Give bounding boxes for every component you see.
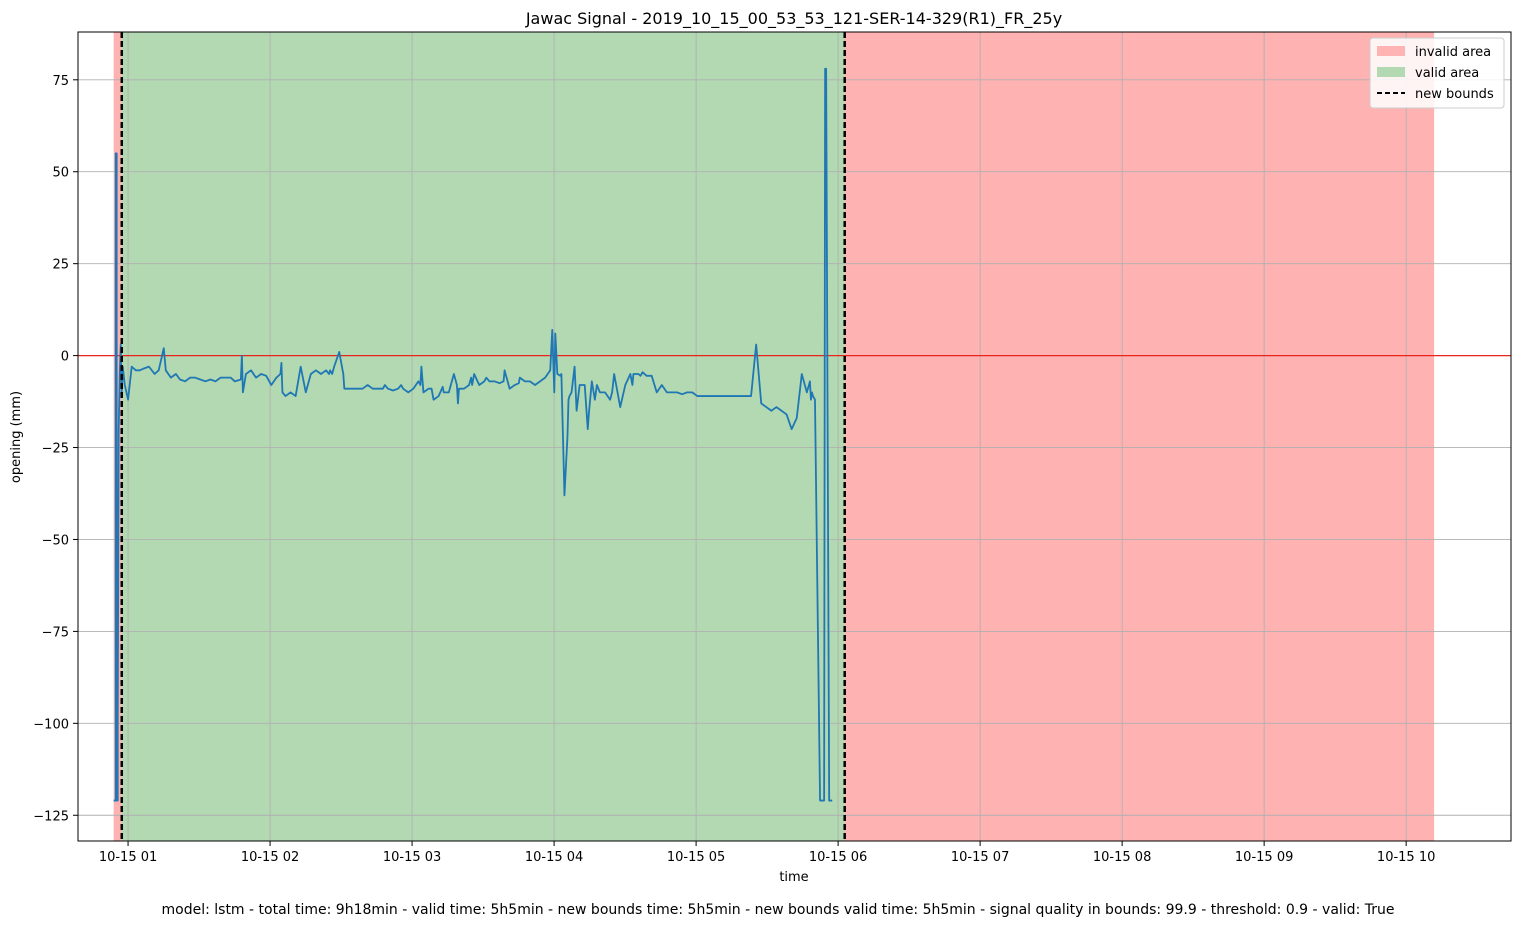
legend-invalid-area-swatch bbox=[1377, 46, 1405, 56]
y-tick-label: −50 bbox=[42, 533, 69, 548]
legend-new-bounds-label: new bounds bbox=[1415, 87, 1494, 102]
chart-title: Jawac Signal - 2019_10_15_00_53_53_121-S… bbox=[525, 9, 1062, 29]
y-tick-label: 25 bbox=[52, 258, 69, 273]
series-layer bbox=[113, 67, 833, 802]
x-tick-label: 10-15 04 bbox=[525, 850, 583, 865]
y-tick-label: 50 bbox=[52, 166, 69, 181]
shaded-regions bbox=[113, 32, 1435, 841]
y-tick-label: 75 bbox=[52, 74, 69, 89]
x-tick-label: 10-15 06 bbox=[809, 850, 867, 865]
y-axis-ticks: 75 50 25 0 −25 −50 −75 −100 −125 bbox=[33, 74, 78, 824]
x-tick-label: 10-15 02 bbox=[241, 850, 299, 865]
invalid-area-region-2 bbox=[844, 32, 1435, 841]
legend-invalid-area-label: invalid area bbox=[1415, 45, 1491, 60]
plot-frame bbox=[77, 31, 1512, 842]
y-tick-label: 0 bbox=[61, 350, 69, 365]
series-line-opening bbox=[113, 67, 833, 802]
y-tick-label: −100 bbox=[33, 717, 69, 732]
x-tick-label: 10-15 09 bbox=[1235, 850, 1293, 865]
x-axis-label: time bbox=[779, 870, 808, 885]
y-tick-label: −75 bbox=[42, 625, 69, 640]
x-axis-ticks: 10-15 01 10-15 02 10-15 03 10-15 04 10-15 05… bbox=[99, 841, 1435, 865]
y-tick-label: −125 bbox=[33, 809, 69, 824]
chart-caption: model: lstm - total time: 9h18min - vali… bbox=[162, 902, 1395, 918]
legend: invalid area valid area new bounds bbox=[1369, 37, 1505, 109]
x-tick-label: 10-15 03 bbox=[383, 850, 441, 865]
x-tick-label: 10-15 10 bbox=[1377, 850, 1435, 865]
x-tick-label: 10-15 01 bbox=[99, 850, 157, 865]
legend-valid-area-swatch bbox=[1377, 67, 1405, 77]
y-tick-label: −25 bbox=[42, 442, 69, 457]
x-tick-label: 10-15 07 bbox=[951, 850, 1009, 865]
x-tick-label: 10-15 08 bbox=[1093, 850, 1151, 865]
legend-valid-area-label: valid area bbox=[1415, 66, 1479, 81]
x-tick-label: 10-15 05 bbox=[667, 850, 725, 865]
valid-area-region-1 bbox=[121, 32, 845, 841]
y-axis-label: opening (mm) bbox=[9, 391, 24, 483]
invalid-area-region-0 bbox=[113, 32, 122, 841]
